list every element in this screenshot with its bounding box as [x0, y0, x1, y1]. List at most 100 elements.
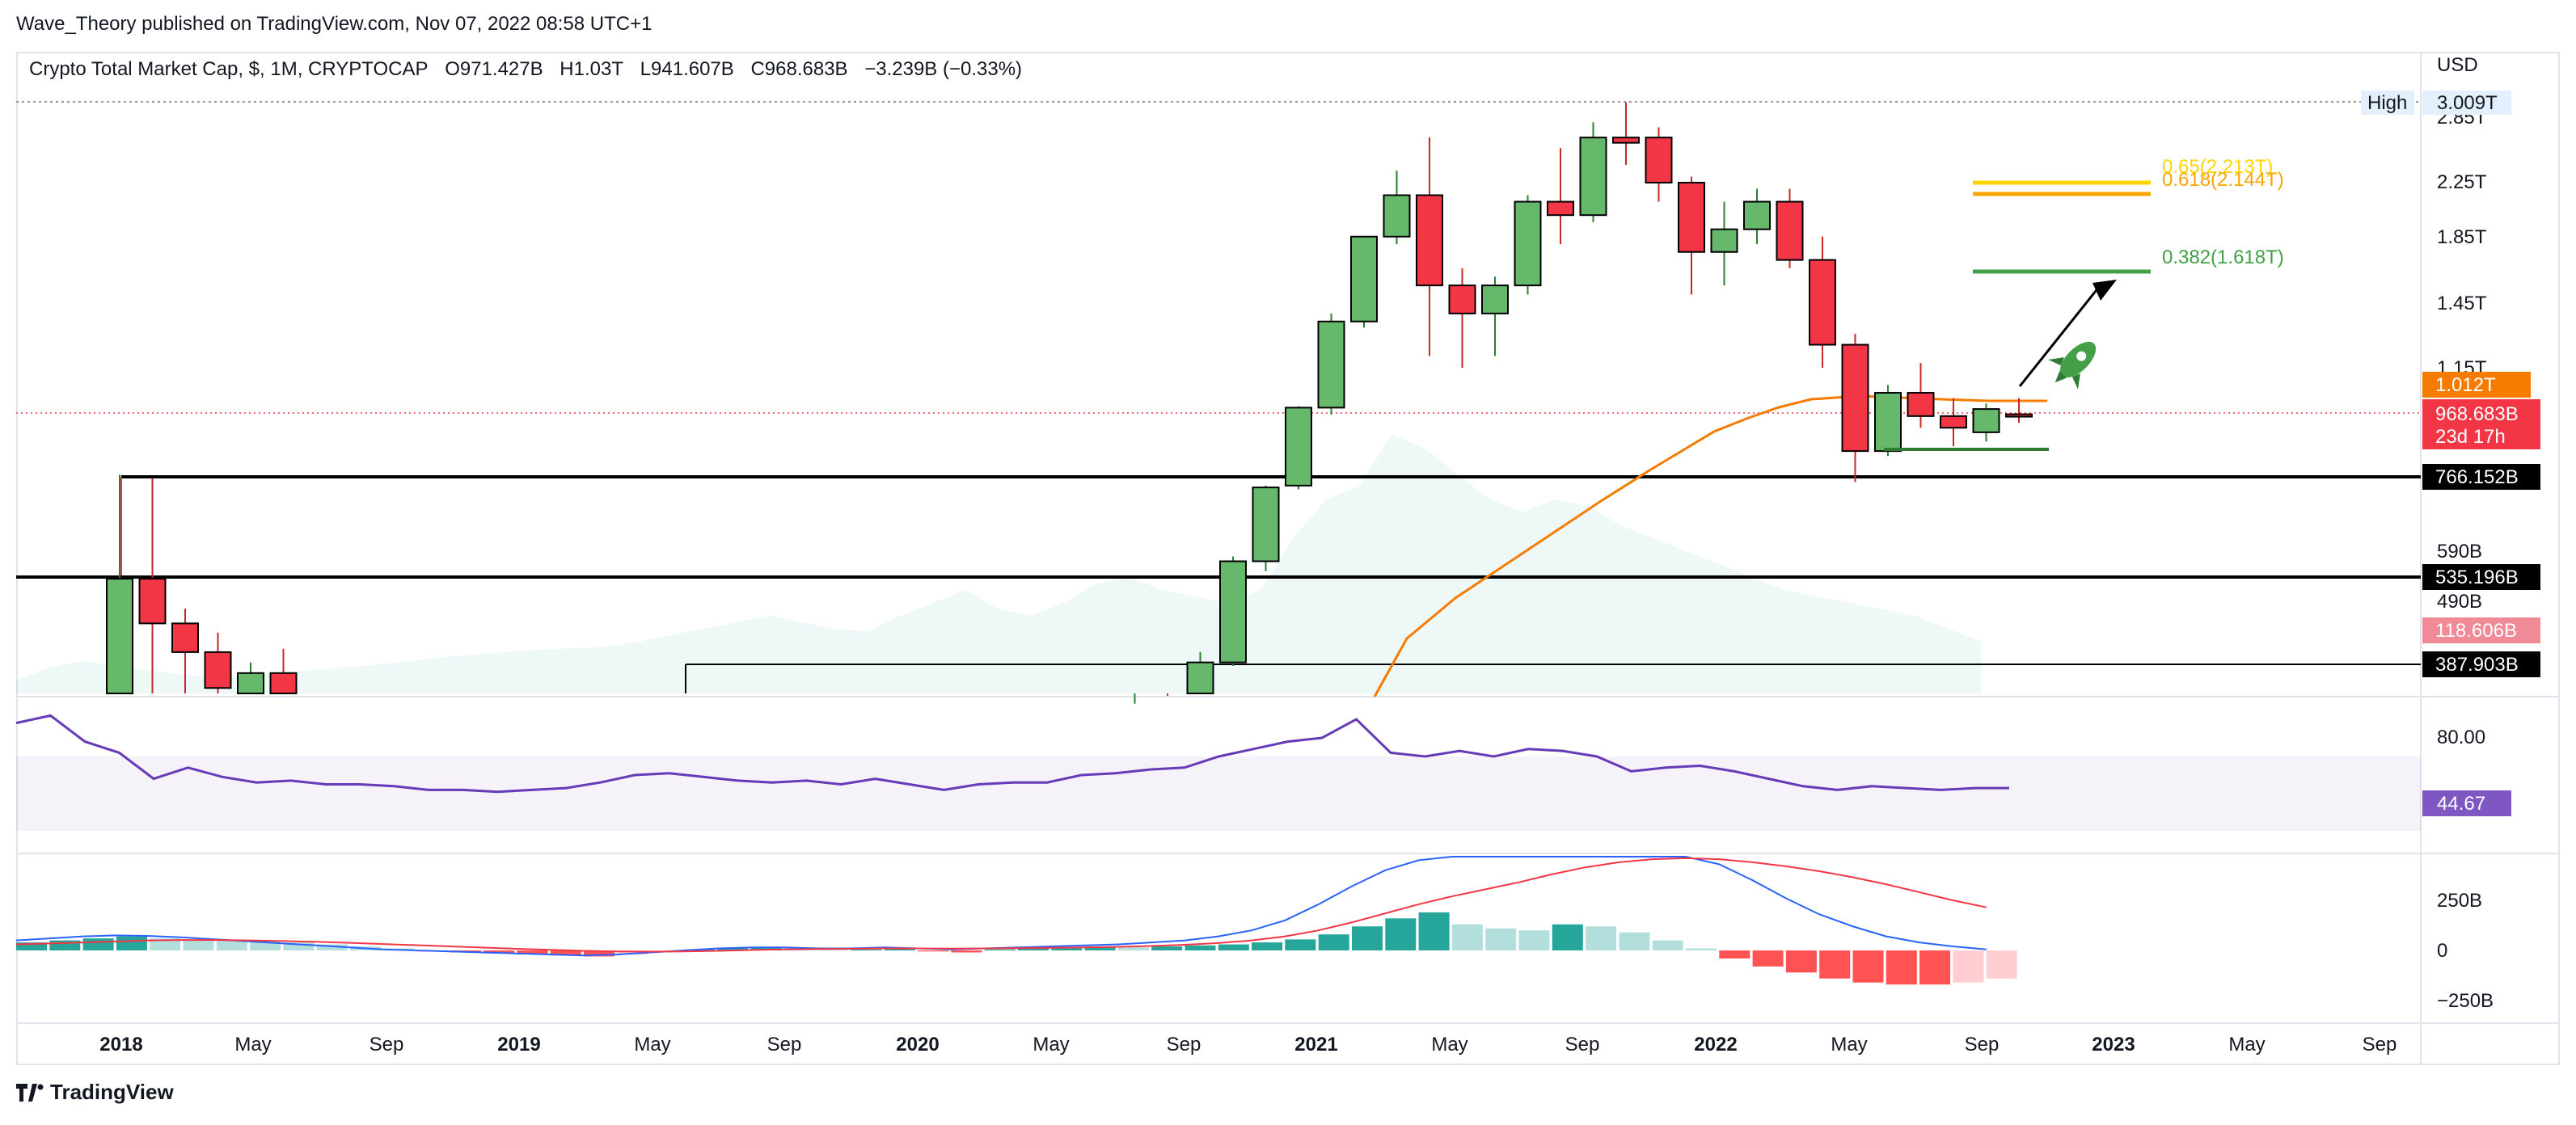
- candle-body: [138, 578, 167, 625]
- macd-hist-bar: [150, 938, 181, 950]
- horizontal-levels: [16, 475, 2421, 693]
- fib-650-label: 0.65(2.213T): [2162, 156, 2273, 178]
- time-axis-label: May: [1431, 1034, 1467, 1055]
- macd-hist-bar: [1552, 924, 1583, 950]
- candle-body: [1972, 408, 2000, 433]
- symbol-title: Crypto Total Market Cap, $, 1M, CRYPTOCA…: [29, 58, 429, 80]
- arrow-head: [2092, 280, 2117, 301]
- time-axis-label: Sep: [2363, 1034, 2397, 1055]
- time-axis: 2018 May Sep 2019 May Sep 2020 May Sep 2021 May Sep…: [99, 1034, 2397, 1055]
- fibonacci-levels: [1973, 180, 2151, 274]
- macd-hist-bar: [1919, 950, 1951, 985]
- currency-label: USD: [2437, 54, 2478, 76]
- macd-hist-bar: [16, 942, 47, 950]
- macd-hist-bar: [1185, 945, 1216, 950]
- price-label: 2.25T: [2437, 171, 2487, 193]
- open-value: O971.427B: [445, 58, 543, 80]
- candle-body: [1481, 284, 1509, 314]
- symbol-legend: Crypto Total Market Cap, $, 1M, CRYPTOCA…: [29, 58, 1033, 81]
- time-axis-label: Sep: [1565, 1034, 1600, 1055]
- macd-hist-bar: [116, 936, 147, 950]
- volume-badge: 118.606B: [2435, 620, 2517, 642]
- macd-hist-bar: [250, 941, 281, 950]
- macd-hist-bar: [283, 942, 315, 950]
- hline-badge: 766.152B: [2435, 466, 2519, 488]
- macd-hist-bar: [1852, 950, 1884, 983]
- macd-hist-bar: [316, 944, 348, 950]
- time-axis-label: 2022: [1694, 1034, 1737, 1055]
- candle-body: [1514, 200, 1542, 287]
- candle-body: [1874, 392, 1902, 453]
- macd-hist-bar: [1051, 947, 1083, 950]
- macd-hist-bar: [1953, 950, 1984, 983]
- countdown-badge: 23d 17h: [2435, 426, 2506, 448]
- time-axis-label: May: [2228, 1034, 2265, 1055]
- time-axis-label: 2018: [99, 1034, 142, 1055]
- high-value: H1.03T: [560, 58, 623, 80]
- rsi-axis-label: 80.00: [2437, 727, 2485, 748]
- macd-axis-label: −250B: [2437, 990, 2494, 1012]
- macd-hist-bar: [617, 950, 648, 954]
- macd-hist-bar: [1485, 928, 1517, 950]
- macd-hist-bar: [484, 950, 515, 954]
- macd-hist-bar: [1318, 934, 1349, 950]
- macd-axis-label: 0: [2437, 940, 2447, 962]
- macd-hist-bar: [1785, 950, 1817, 973]
- time-axis-label: 2021: [1294, 1034, 1337, 1055]
- volume-area: [16, 435, 1981, 693]
- candle-body: [1841, 343, 1869, 453]
- candle-body: [1383, 194, 1411, 238]
- macd-hist-bar: [1719, 950, 1750, 959]
- high-label: High: [2367, 92, 2407, 114]
- signal-line: [15, 857, 1987, 953]
- macd-axis-label: 250B: [2437, 890, 2482, 912]
- candle-body: [1645, 137, 1673, 183]
- macd-hist-bar: [550, 950, 581, 956]
- macd-hist-bar: [1518, 930, 1550, 950]
- chart-frame: [16, 52, 2560, 1065]
- macd-hist-bar: [82, 938, 114, 950]
- volume-fill: [16, 435, 1981, 693]
- candle-body: [1317, 320, 1345, 409]
- macd-hist-bar: [1418, 912, 1450, 950]
- candle-body: [1285, 407, 1312, 487]
- macd-hist-bar: [717, 948, 749, 950]
- time-axis-label: Sep: [370, 1034, 404, 1055]
- time-axis-label: 2020: [896, 1034, 939, 1055]
- footer-brand[interactable]: TradingView: [16, 1080, 174, 1105]
- macd-hist-bar: [1117, 947, 1149, 950]
- macd-hist-bar: [1285, 939, 1316, 950]
- macd-hist-bar: [1586, 926, 1617, 950]
- candle-body: [1448, 284, 1476, 314]
- candle-body: [1776, 200, 1804, 261]
- attribution: Wave_Theory published on TradingView.com…: [16, 13, 652, 35]
- hline-badge: 387.903B: [2435, 654, 2519, 676]
- ma-value-badge: 1.012T: [2435, 374, 2496, 396]
- price-label: 590B: [2437, 541, 2482, 562]
- macd-hist-bar: [1084, 946, 1116, 950]
- time-axis-label: Sep: [1965, 1034, 2000, 1055]
- candle-body: [1416, 194, 1443, 287]
- candle-body: [1710, 228, 1738, 253]
- rsi-value-badge: 44.67: [2437, 793, 2485, 815]
- drawings: [1884, 280, 2117, 451]
- macd-indicator: [15, 856, 2017, 985]
- macd-hist-bar: [884, 948, 915, 950]
- rocket-icon: [2048, 341, 2097, 390]
- time-axis-label: Sep: [767, 1034, 802, 1055]
- candle-body: [1743, 200, 1771, 230]
- rsi-line: [15, 714, 2009, 794]
- macd-hist-bar: [1752, 950, 1784, 967]
- rsi-indicator: [15, 714, 2009, 794]
- footer-brand-label: TradingView: [50, 1080, 174, 1104]
- macd-hist-bar: [1151, 946, 1183, 950]
- candle-body: [2005, 413, 2033, 418]
- close-value: C968.683B: [750, 58, 848, 80]
- candle-body: [106, 578, 133, 694]
- time-axis-label: Sep: [1167, 1034, 1201, 1055]
- low-value: L941.607B: [640, 58, 734, 80]
- macd-hist-bar: [750, 947, 782, 950]
- candle-body: [1579, 137, 1607, 217]
- macd-hist-bar: [183, 939, 214, 950]
